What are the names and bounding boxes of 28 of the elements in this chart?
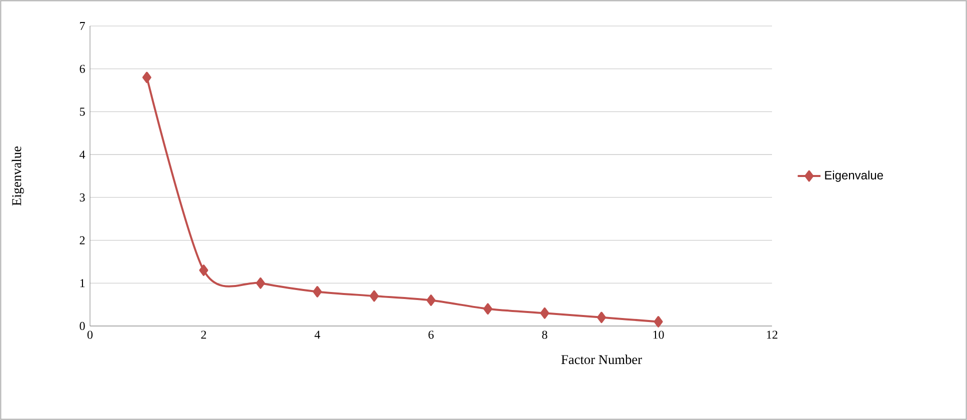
point bbox=[312, 286, 322, 298]
x-tick-label: 4 bbox=[314, 330, 320, 339]
point bbox=[597, 312, 606, 324]
x-tick-label: 10 bbox=[653, 330, 664, 339]
y-tick-label: 7 bbox=[80, 22, 85, 30]
y-tick-label: 5 bbox=[80, 108, 85, 116]
x-tick-label: 0 bbox=[87, 330, 93, 339]
point bbox=[426, 294, 436, 306]
point bbox=[370, 290, 379, 302]
point bbox=[256, 277, 266, 289]
x-tick-label: 2 bbox=[201, 330, 206, 339]
y-axis-title: Eigenvalue bbox=[12, 146, 24, 206]
x-tick-label: 8 bbox=[542, 330, 548, 339]
point bbox=[540, 307, 550, 319]
x-tick-label: 6 bbox=[428, 330, 434, 339]
y-tick-label: 1 bbox=[80, 279, 85, 288]
y-tick-label: 2 bbox=[80, 236, 85, 244]
y-tick-label: 6 bbox=[80, 64, 85, 73]
legend-label: Eigenvalue bbox=[825, 170, 883, 182]
y-tick-label: 4 bbox=[80, 150, 86, 159]
y-tick-label: 0 bbox=[80, 322, 85, 330]
x-axis-title: Factor Number bbox=[561, 354, 642, 364]
y-tick-label: 3 bbox=[80, 193, 85, 202]
point bbox=[142, 72, 152, 84]
point bbox=[483, 303, 492, 315]
point bbox=[654, 316, 663, 328]
point bbox=[199, 264, 208, 276]
x-tick-label: 12 bbox=[767, 330, 778, 339]
